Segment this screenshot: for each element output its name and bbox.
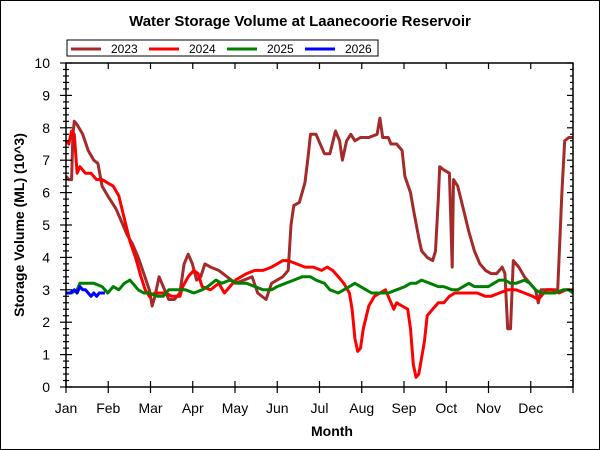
x-tick-label: Feb [96,400,120,416]
x-tick-label: Dec [518,400,543,416]
y-tick-label: 7 [42,152,50,168]
series-line-2025 [66,275,574,298]
y-tick-label: 0 [42,379,50,395]
x-tick-label: Apr [182,400,204,416]
plot-area [64,116,574,379]
x-tick-label: Jan [55,400,78,416]
legend-label-2023: 2023 [111,42,138,56]
y-tick-label: 4 [42,249,50,265]
y-tick-label: 8 [42,120,50,136]
legend-label-2026: 2026 [345,42,372,56]
y-axis-label: Storage Volume (ML) (10^3) [11,133,27,317]
y-tick-label: 2 [42,314,50,330]
series-line-2026 [66,285,105,298]
x-tick-label: Nov [476,400,501,416]
series-line-2023 [64,116,573,331]
x-tick-label: Mar [138,400,162,416]
y-tick-label: 9 [42,87,50,103]
y-tick-label: 1 [42,347,50,363]
legend-label-2024: 2024 [189,42,216,56]
x-tick-label: Oct [435,400,457,416]
x-tick-label: Aug [349,400,374,416]
chart-title: Water Storage Volume at Laanecoorie Rese… [129,13,471,30]
x-tick-label: Jun [266,400,289,416]
legend-label-2025: 2025 [267,42,294,56]
x-tick-label: May [222,400,248,416]
x-axis-label: Month [311,423,353,439]
legend: 2023 2024 2025 2026 [66,39,379,57]
axes: 0 1 2 3 4 5 6 7 8 9 10 Jan Feb Mar Apr May Jun Jul Aug Sep O… [34,55,574,416]
y-tick-label: 5 [42,217,50,233]
y-tick-label: 10 [34,55,50,71]
x-tick-label: Sep [392,400,417,416]
plot-border [65,62,574,388]
x-tick-label: Jul [311,400,329,416]
legend-box [66,39,379,57]
series-line-2024 [64,129,573,379]
y-tick-label: 6 [42,185,50,201]
y-tick-label: 3 [42,282,50,298]
